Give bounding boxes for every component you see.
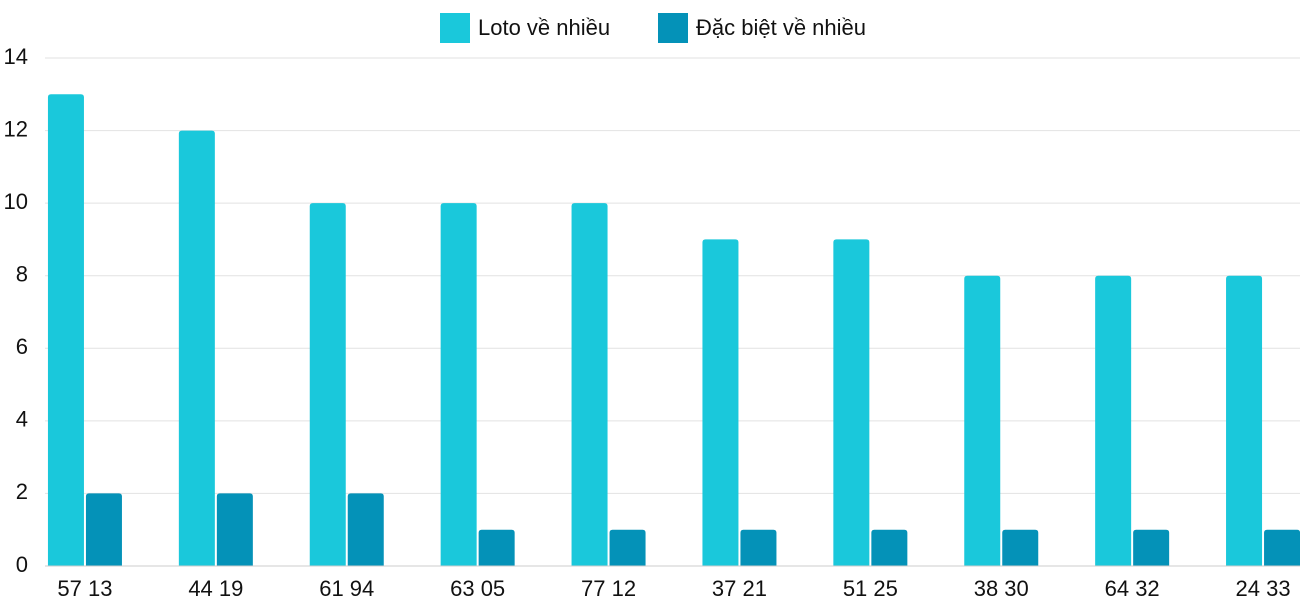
bar [740,529,777,566]
x-tick-label: 38 30 [974,576,1029,600]
y-tick-label: 0 [16,552,28,577]
legend-swatch [658,13,688,43]
bar [1002,529,1039,566]
x-tick-label: 37 21 [712,576,767,600]
bar [1095,275,1132,566]
legend-label: Loto về nhiều [478,15,610,40]
bar [609,529,646,566]
x-tick-label: 64 32 [1105,576,1160,600]
bar [478,529,515,566]
bar [1133,529,1170,566]
x-tick-label: 63 05 [450,576,505,600]
y-tick-label: 12 [4,116,28,141]
bar [964,275,1001,566]
bar [85,493,122,566]
bar [178,130,215,567]
legend-label: Đặc biệt về nhiều [696,15,866,40]
y-tick-label: 6 [16,334,28,359]
y-tick-label: 4 [16,407,28,432]
y-tick-label: 2 [16,479,28,504]
bar [216,493,253,566]
x-tick-label: 61 94 [319,576,374,600]
bar [571,203,608,566]
y-tick-label: 10 [4,189,28,214]
bar [702,239,739,566]
x-tick-label: 24 33 [1236,576,1291,600]
y-tick-label: 14 [4,44,28,69]
bar [1264,529,1300,566]
bar [47,94,84,567]
x-tick-label: 57 13 [57,576,112,600]
bar [309,203,346,566]
bar [347,493,384,566]
legend-swatch [440,13,470,43]
bar [440,203,477,566]
x-tick-label: 44 19 [188,576,243,600]
bar [833,239,870,566]
x-tick-label: 51 25 [843,576,898,600]
bar [1226,275,1263,566]
y-tick-label: 8 [16,262,28,287]
x-tick-label: 77 12 [581,576,636,600]
bar [871,529,908,566]
